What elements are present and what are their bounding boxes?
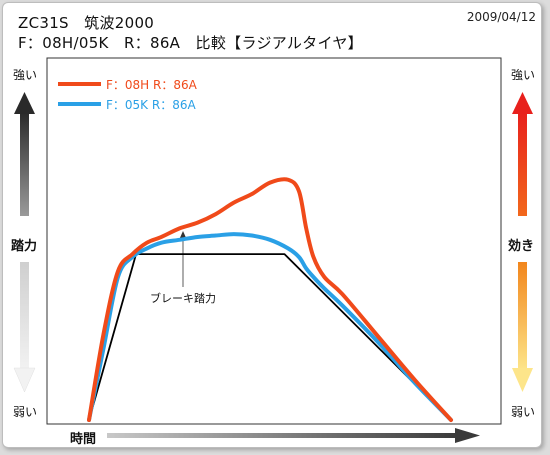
right-axis-bottom-label: 弱い bbox=[511, 405, 536, 419]
right-axis-middle-label: 効き bbox=[508, 239, 535, 254]
series-layer bbox=[87, 177, 453, 422]
legend-label-blue: F：05K R：86A bbox=[106, 98, 196, 112]
chart-date: 2009/04/12 bbox=[466, 10, 536, 24]
legend-label-red: F：08H R：86A bbox=[106, 78, 197, 92]
chart-title: ZC31S 筑波2000 bbox=[18, 14, 155, 32]
series-line-red bbox=[87, 177, 453, 422]
right-effect-arrow-up-icon bbox=[512, 92, 533, 216]
brake-pressure-annotation: ブレーキ踏力 bbox=[150, 292, 216, 305]
right-effect-arrow-down-icon bbox=[512, 262, 533, 392]
right-axis-top-label: 強い bbox=[511, 68, 536, 82]
left-axis-middle-label: 踏力 bbox=[11, 239, 38, 254]
left-axis-top-label: 強い bbox=[13, 68, 38, 82]
x-axis-label: 時間 bbox=[70, 432, 97, 447]
left-strength-arrow-up-icon bbox=[14, 92, 35, 216]
brake-pressure-reference-line bbox=[88, 253, 452, 421]
series-line-blue bbox=[87, 232, 453, 422]
left-strength-arrow-down-icon bbox=[13, 262, 36, 393]
time-axis-arrow-icon bbox=[107, 428, 480, 443]
left-axis-bottom-label: 弱い bbox=[13, 405, 38, 419]
chart-subtitle: F：08H/05K R：86A 比較【ラジアルタイヤ】 bbox=[18, 34, 363, 52]
